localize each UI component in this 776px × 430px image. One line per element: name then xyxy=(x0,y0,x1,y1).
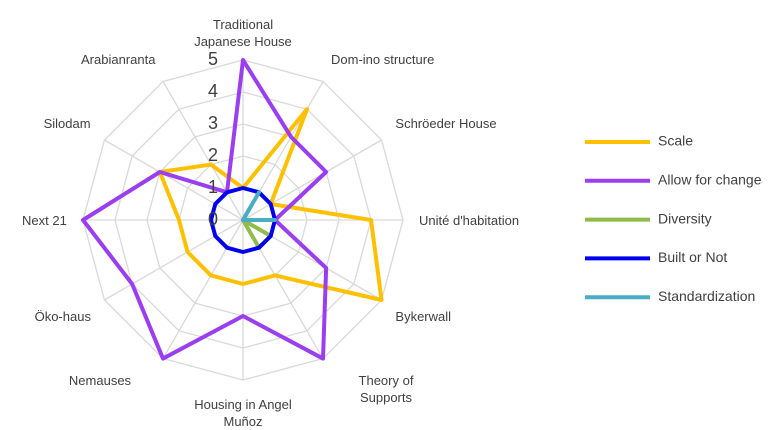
legend-label: Allow for change xyxy=(658,172,762,188)
category-label: Öko-haus xyxy=(34,309,91,324)
series-line xyxy=(241,190,277,222)
category-label: Arabianranta xyxy=(81,51,156,67)
spoke xyxy=(162,81,244,221)
category-label: Unité d'habitation xyxy=(419,212,520,228)
category-label: Dom-ino structure xyxy=(331,51,435,67)
spoke xyxy=(162,219,244,359)
category-label: Housing in Angel Muñoz xyxy=(194,397,292,429)
spoke xyxy=(104,139,244,221)
category-label: Silodam xyxy=(43,116,91,131)
tick-label: 3 xyxy=(208,113,218,133)
legend-label: Scale xyxy=(658,133,693,149)
legend-label: Standardization xyxy=(658,288,755,304)
category-label: Nemauses xyxy=(68,373,132,389)
category-label: Schröeder House xyxy=(395,116,497,131)
series-line xyxy=(209,186,277,254)
legend-label: Built or Not xyxy=(658,249,727,265)
category-label: Next 21 xyxy=(22,212,67,228)
category-label: Traditional Japanese House xyxy=(194,17,292,49)
legend-label: Diversity xyxy=(658,210,712,226)
category-label: Bykerwall xyxy=(395,309,452,324)
tick-label: 2 xyxy=(208,145,218,165)
tick-label: 4 xyxy=(208,81,218,101)
series-line xyxy=(81,58,329,361)
tick-label: 1 xyxy=(208,177,218,197)
spoke xyxy=(242,139,382,221)
tick-label: 5 xyxy=(208,49,218,69)
category-label: Theory of Supports xyxy=(358,373,414,406)
spoke xyxy=(104,219,244,301)
tick-label: 0 xyxy=(208,209,218,229)
